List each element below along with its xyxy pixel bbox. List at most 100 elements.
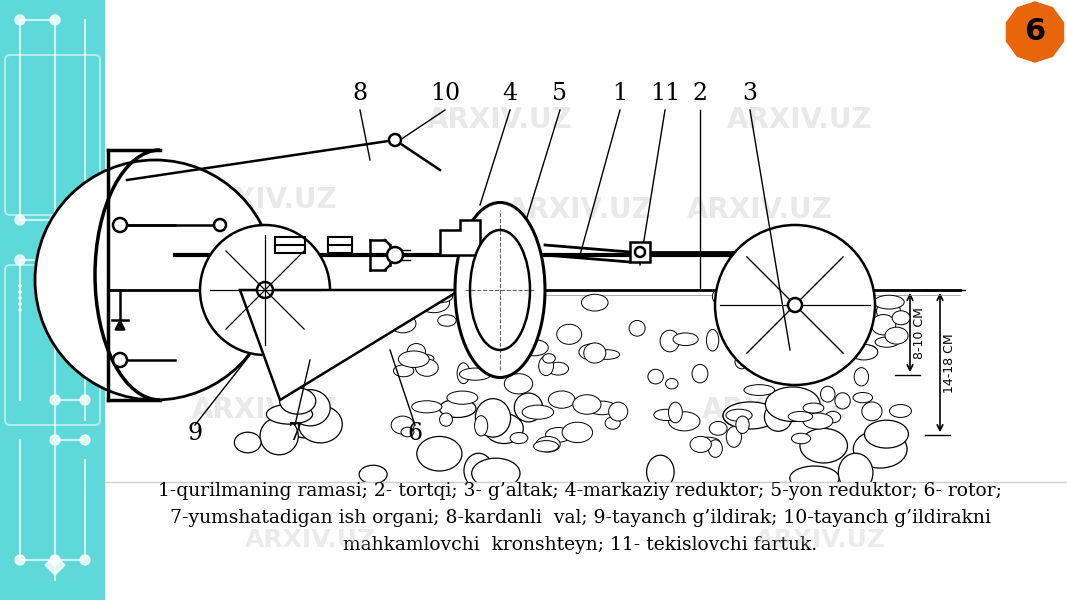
- Circle shape: [53, 302, 57, 306]
- Ellipse shape: [409, 354, 434, 363]
- Ellipse shape: [543, 353, 555, 363]
- Ellipse shape: [843, 326, 870, 344]
- Ellipse shape: [476, 398, 511, 437]
- Ellipse shape: [708, 440, 722, 457]
- Text: ARXIV.UZ: ARXIV.UZ: [687, 196, 833, 224]
- Ellipse shape: [608, 402, 627, 421]
- Ellipse shape: [825, 412, 841, 423]
- Ellipse shape: [447, 391, 478, 404]
- Ellipse shape: [605, 417, 620, 429]
- Ellipse shape: [789, 412, 813, 422]
- Circle shape: [50, 555, 60, 565]
- Ellipse shape: [401, 427, 414, 437]
- Ellipse shape: [440, 399, 476, 418]
- Ellipse shape: [723, 402, 778, 429]
- Ellipse shape: [855, 368, 869, 386]
- Ellipse shape: [573, 395, 601, 414]
- Ellipse shape: [727, 427, 742, 447]
- Ellipse shape: [803, 413, 833, 429]
- Ellipse shape: [260, 417, 299, 455]
- Ellipse shape: [418, 293, 449, 313]
- Ellipse shape: [534, 440, 558, 452]
- Circle shape: [18, 290, 22, 294]
- Polygon shape: [105, 482, 1067, 600]
- Circle shape: [80, 435, 90, 445]
- Ellipse shape: [811, 306, 829, 316]
- Ellipse shape: [548, 391, 575, 408]
- Circle shape: [50, 435, 60, 445]
- Ellipse shape: [871, 314, 896, 335]
- Text: ARXIV.UZ: ARXIV.UZ: [702, 396, 848, 424]
- Circle shape: [200, 225, 330, 355]
- Ellipse shape: [792, 433, 811, 444]
- Ellipse shape: [834, 336, 856, 346]
- Text: ARXIV.UZ: ARXIV.UZ: [192, 396, 338, 424]
- Ellipse shape: [475, 416, 488, 436]
- Ellipse shape: [834, 393, 850, 409]
- Text: ARXIV.UZ: ARXIV.UZ: [427, 106, 573, 134]
- Ellipse shape: [690, 436, 712, 452]
- Polygon shape: [0, 0, 105, 600]
- Ellipse shape: [536, 437, 560, 452]
- Ellipse shape: [766, 292, 789, 305]
- Circle shape: [715, 225, 875, 385]
- Circle shape: [50, 215, 60, 225]
- Ellipse shape: [735, 355, 749, 369]
- Ellipse shape: [398, 351, 429, 367]
- Circle shape: [113, 353, 127, 367]
- Text: 11: 11: [650, 82, 680, 105]
- Ellipse shape: [520, 340, 548, 356]
- Ellipse shape: [840, 301, 862, 316]
- Text: mahkamlovchi  kronshteyn; 11- tekislovchi fartuk.: mahkamlovchi kronshteyn; 11- tekislovchi…: [343, 536, 817, 554]
- Text: 7: 7: [287, 422, 303, 445]
- Text: ARXIV.UZ: ARXIV.UZ: [244, 528, 376, 552]
- Ellipse shape: [547, 362, 569, 375]
- Ellipse shape: [864, 420, 908, 448]
- Ellipse shape: [850, 344, 878, 360]
- Text: 3: 3: [743, 82, 758, 105]
- Text: 14-18 СМ: 14-18 СМ: [943, 333, 956, 393]
- Ellipse shape: [408, 344, 426, 359]
- Ellipse shape: [790, 466, 840, 490]
- Circle shape: [18, 284, 22, 288]
- Circle shape: [15, 215, 25, 225]
- Ellipse shape: [399, 292, 428, 310]
- Circle shape: [53, 284, 57, 288]
- Ellipse shape: [630, 320, 646, 336]
- Circle shape: [635, 247, 644, 257]
- Ellipse shape: [389, 314, 416, 333]
- Ellipse shape: [673, 333, 698, 346]
- Ellipse shape: [854, 430, 907, 468]
- Ellipse shape: [440, 413, 452, 426]
- Ellipse shape: [660, 330, 680, 352]
- Ellipse shape: [510, 433, 528, 443]
- Text: 9: 9: [188, 422, 203, 445]
- Ellipse shape: [874, 295, 904, 309]
- Text: 10: 10: [430, 82, 460, 105]
- Ellipse shape: [744, 385, 775, 395]
- Circle shape: [389, 134, 401, 146]
- Text: 1: 1: [612, 82, 627, 105]
- Ellipse shape: [460, 368, 491, 380]
- Text: 8-10 СМ: 8-10 СМ: [913, 307, 926, 359]
- Ellipse shape: [710, 421, 727, 435]
- Circle shape: [50, 15, 60, 25]
- Circle shape: [53, 296, 57, 300]
- Text: 4: 4: [503, 82, 517, 105]
- Ellipse shape: [525, 340, 544, 355]
- Ellipse shape: [647, 455, 674, 488]
- Ellipse shape: [437, 315, 457, 326]
- Polygon shape: [240, 290, 460, 400]
- Polygon shape: [630, 242, 650, 262]
- Circle shape: [18, 296, 22, 300]
- Text: 8: 8: [352, 82, 367, 105]
- Ellipse shape: [579, 344, 604, 360]
- Ellipse shape: [595, 350, 620, 359]
- Circle shape: [15, 15, 25, 25]
- Ellipse shape: [839, 453, 873, 492]
- Ellipse shape: [267, 404, 313, 424]
- Ellipse shape: [457, 363, 469, 383]
- Ellipse shape: [522, 405, 554, 419]
- Ellipse shape: [723, 405, 757, 427]
- Ellipse shape: [763, 301, 793, 320]
